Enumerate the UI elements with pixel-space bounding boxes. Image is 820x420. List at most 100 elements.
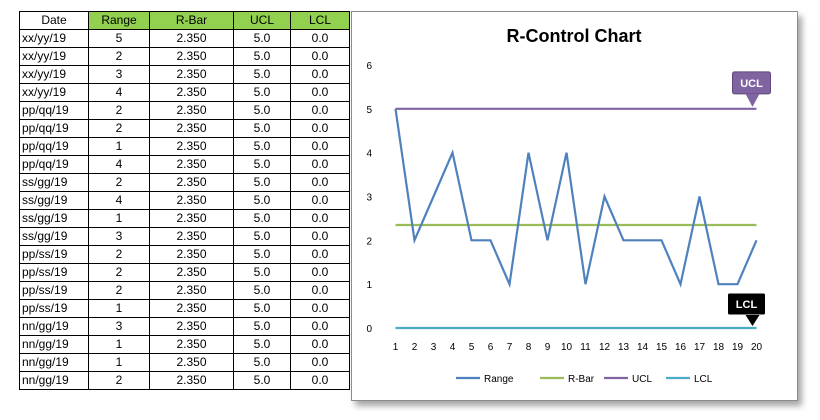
legend-item-r-bar[interactable]: R-Bar (540, 374, 595, 385)
cell-rbar[interactable]: 2.350 (149, 119, 234, 138)
header-rbar[interactable]: R-Bar (149, 11, 234, 30)
cell-date[interactable]: xx/yy/19 (19, 83, 89, 102)
cell-date[interactable]: pp/ss/19 (19, 263, 89, 282)
cell-range[interactable]: 1 (88, 335, 150, 354)
cell-ucl[interactable]: 5.0 (233, 83, 291, 102)
cell-range[interactable]: 3 (88, 227, 150, 246)
cell-ucl[interactable]: 5.0 (233, 29, 291, 48)
cell-rbar[interactable]: 2.350 (149, 101, 234, 120)
cell-lcl[interactable]: 0.0 (290, 191, 350, 210)
cell-ucl[interactable]: 5.0 (233, 227, 291, 246)
cell-date[interactable]: pp/qq/19 (19, 155, 89, 174)
cell-range[interactable]: 2 (88, 263, 150, 282)
cell-rbar[interactable]: 2.350 (149, 83, 234, 102)
cell-range[interactable]: 1 (88, 353, 150, 372)
cell-range[interactable]: 2 (88, 281, 150, 300)
cell-lcl[interactable]: 0.0 (290, 173, 350, 192)
cell-range[interactable]: 2 (88, 47, 150, 66)
cell-date[interactable]: pp/ss/19 (19, 299, 89, 318)
cell-date[interactable]: nn/gg/19 (19, 317, 89, 336)
legend-item-range[interactable]: Range (456, 374, 514, 385)
cell-rbar[interactable]: 2.350 (149, 155, 234, 174)
cell-ucl[interactable]: 5.0 (233, 173, 291, 192)
cell-rbar[interactable]: 2.350 (149, 263, 234, 282)
cell-rbar[interactable]: 2.350 (149, 65, 234, 84)
cell-date[interactable]: pp/qq/19 (19, 119, 89, 138)
cell-range[interactable]: 5 (88, 29, 150, 48)
cell-range[interactable]: 2 (88, 101, 150, 120)
cell-rbar[interactable]: 2.350 (149, 227, 234, 246)
cell-lcl[interactable]: 0.0 (290, 317, 350, 336)
cell-range[interactable]: 3 (88, 65, 150, 84)
cell-lcl[interactable]: 0.0 (290, 29, 350, 48)
cell-rbar[interactable]: 2.350 (149, 371, 234, 390)
cell-date[interactable]: pp/qq/19 (19, 137, 89, 156)
cell-rbar[interactable]: 2.350 (149, 317, 234, 336)
cell-date[interactable]: ss/gg/19 (19, 173, 89, 192)
header-range[interactable]: Range (88, 11, 150, 30)
cell-date[interactable]: pp/qq/19 (19, 101, 89, 120)
cell-lcl[interactable]: 0.0 (290, 335, 350, 354)
cell-ucl[interactable]: 5.0 (233, 299, 291, 318)
cell-ucl[interactable]: 5.0 (233, 335, 291, 354)
cell-ucl[interactable]: 5.0 (233, 353, 291, 372)
cell-rbar[interactable]: 2.350 (149, 335, 234, 354)
cell-lcl[interactable]: 0.0 (290, 83, 350, 102)
cell-range[interactable]: 1 (88, 137, 150, 156)
cell-ucl[interactable]: 5.0 (233, 245, 291, 264)
cell-lcl[interactable]: 0.0 (290, 209, 350, 228)
cell-rbar[interactable]: 2.350 (149, 137, 234, 156)
cell-date[interactable]: xx/yy/19 (19, 47, 89, 66)
cell-ucl[interactable]: 5.0 (233, 65, 291, 84)
cell-lcl[interactable]: 0.0 (290, 155, 350, 174)
cell-ucl[interactable]: 5.0 (233, 155, 291, 174)
cell-ucl[interactable]: 5.0 (233, 47, 291, 66)
cell-range[interactable]: 4 (88, 83, 150, 102)
cell-range[interactable]: 4 (88, 191, 150, 210)
cell-lcl[interactable]: 0.0 (290, 101, 350, 120)
cell-range[interactable]: 1 (88, 209, 150, 228)
cell-lcl[interactable]: 0.0 (290, 263, 350, 282)
cell-date[interactable]: nn/gg/19 (19, 335, 89, 354)
header-lcl[interactable]: LCL (290, 11, 350, 30)
cell-rbar[interactable]: 2.350 (149, 191, 234, 210)
header-date[interactable]: Date (19, 11, 89, 30)
cell-ucl[interactable]: 5.0 (233, 281, 291, 300)
cell-date[interactable]: pp/ss/19 (19, 245, 89, 264)
cell-date[interactable]: nn/gg/19 (19, 353, 89, 372)
cell-ucl[interactable]: 5.0 (233, 101, 291, 120)
cell-date[interactable]: ss/gg/19 (19, 191, 89, 210)
cell-rbar[interactable]: 2.350 (149, 29, 234, 48)
cell-range[interactable]: 1 (88, 299, 150, 318)
cell-lcl[interactable]: 0.0 (290, 371, 350, 390)
cell-range[interactable]: 2 (88, 371, 150, 390)
cell-range[interactable]: 2 (88, 173, 150, 192)
cell-date[interactable]: ss/gg/19 (19, 227, 89, 246)
cell-rbar[interactable]: 2.350 (149, 47, 234, 66)
cell-range[interactable]: 2 (88, 245, 150, 264)
cell-lcl[interactable]: 0.0 (290, 227, 350, 246)
cell-lcl[interactable]: 0.0 (290, 65, 350, 84)
cell-ucl[interactable]: 5.0 (233, 191, 291, 210)
cell-date[interactable]: xx/yy/19 (19, 65, 89, 84)
cell-lcl[interactable]: 0.0 (290, 299, 350, 318)
cell-rbar[interactable]: 2.350 (149, 353, 234, 372)
cell-date[interactable]: xx/yy/19 (19, 29, 89, 48)
cell-ucl[interactable]: 5.0 (233, 209, 291, 228)
cell-range[interactable]: 3 (88, 317, 150, 336)
cell-rbar[interactable]: 2.350 (149, 299, 234, 318)
cell-ucl[interactable]: 5.0 (233, 137, 291, 156)
cell-date[interactable]: ss/gg/19 (19, 209, 89, 228)
cell-date[interactable]: nn/gg/19 (19, 371, 89, 390)
legend-item-lcl[interactable]: LCL (666, 374, 713, 385)
cell-lcl[interactable]: 0.0 (290, 353, 350, 372)
cell-lcl[interactable]: 0.0 (290, 245, 350, 264)
cell-range[interactable]: 2 (88, 119, 150, 138)
cell-lcl[interactable]: 0.0 (290, 281, 350, 300)
cell-range[interactable]: 4 (88, 155, 150, 174)
cell-rbar[interactable]: 2.350 (149, 281, 234, 300)
cell-lcl[interactable]: 0.0 (290, 119, 350, 138)
cell-ucl[interactable]: 5.0 (233, 317, 291, 336)
cell-rbar[interactable]: 2.350 (149, 173, 234, 192)
